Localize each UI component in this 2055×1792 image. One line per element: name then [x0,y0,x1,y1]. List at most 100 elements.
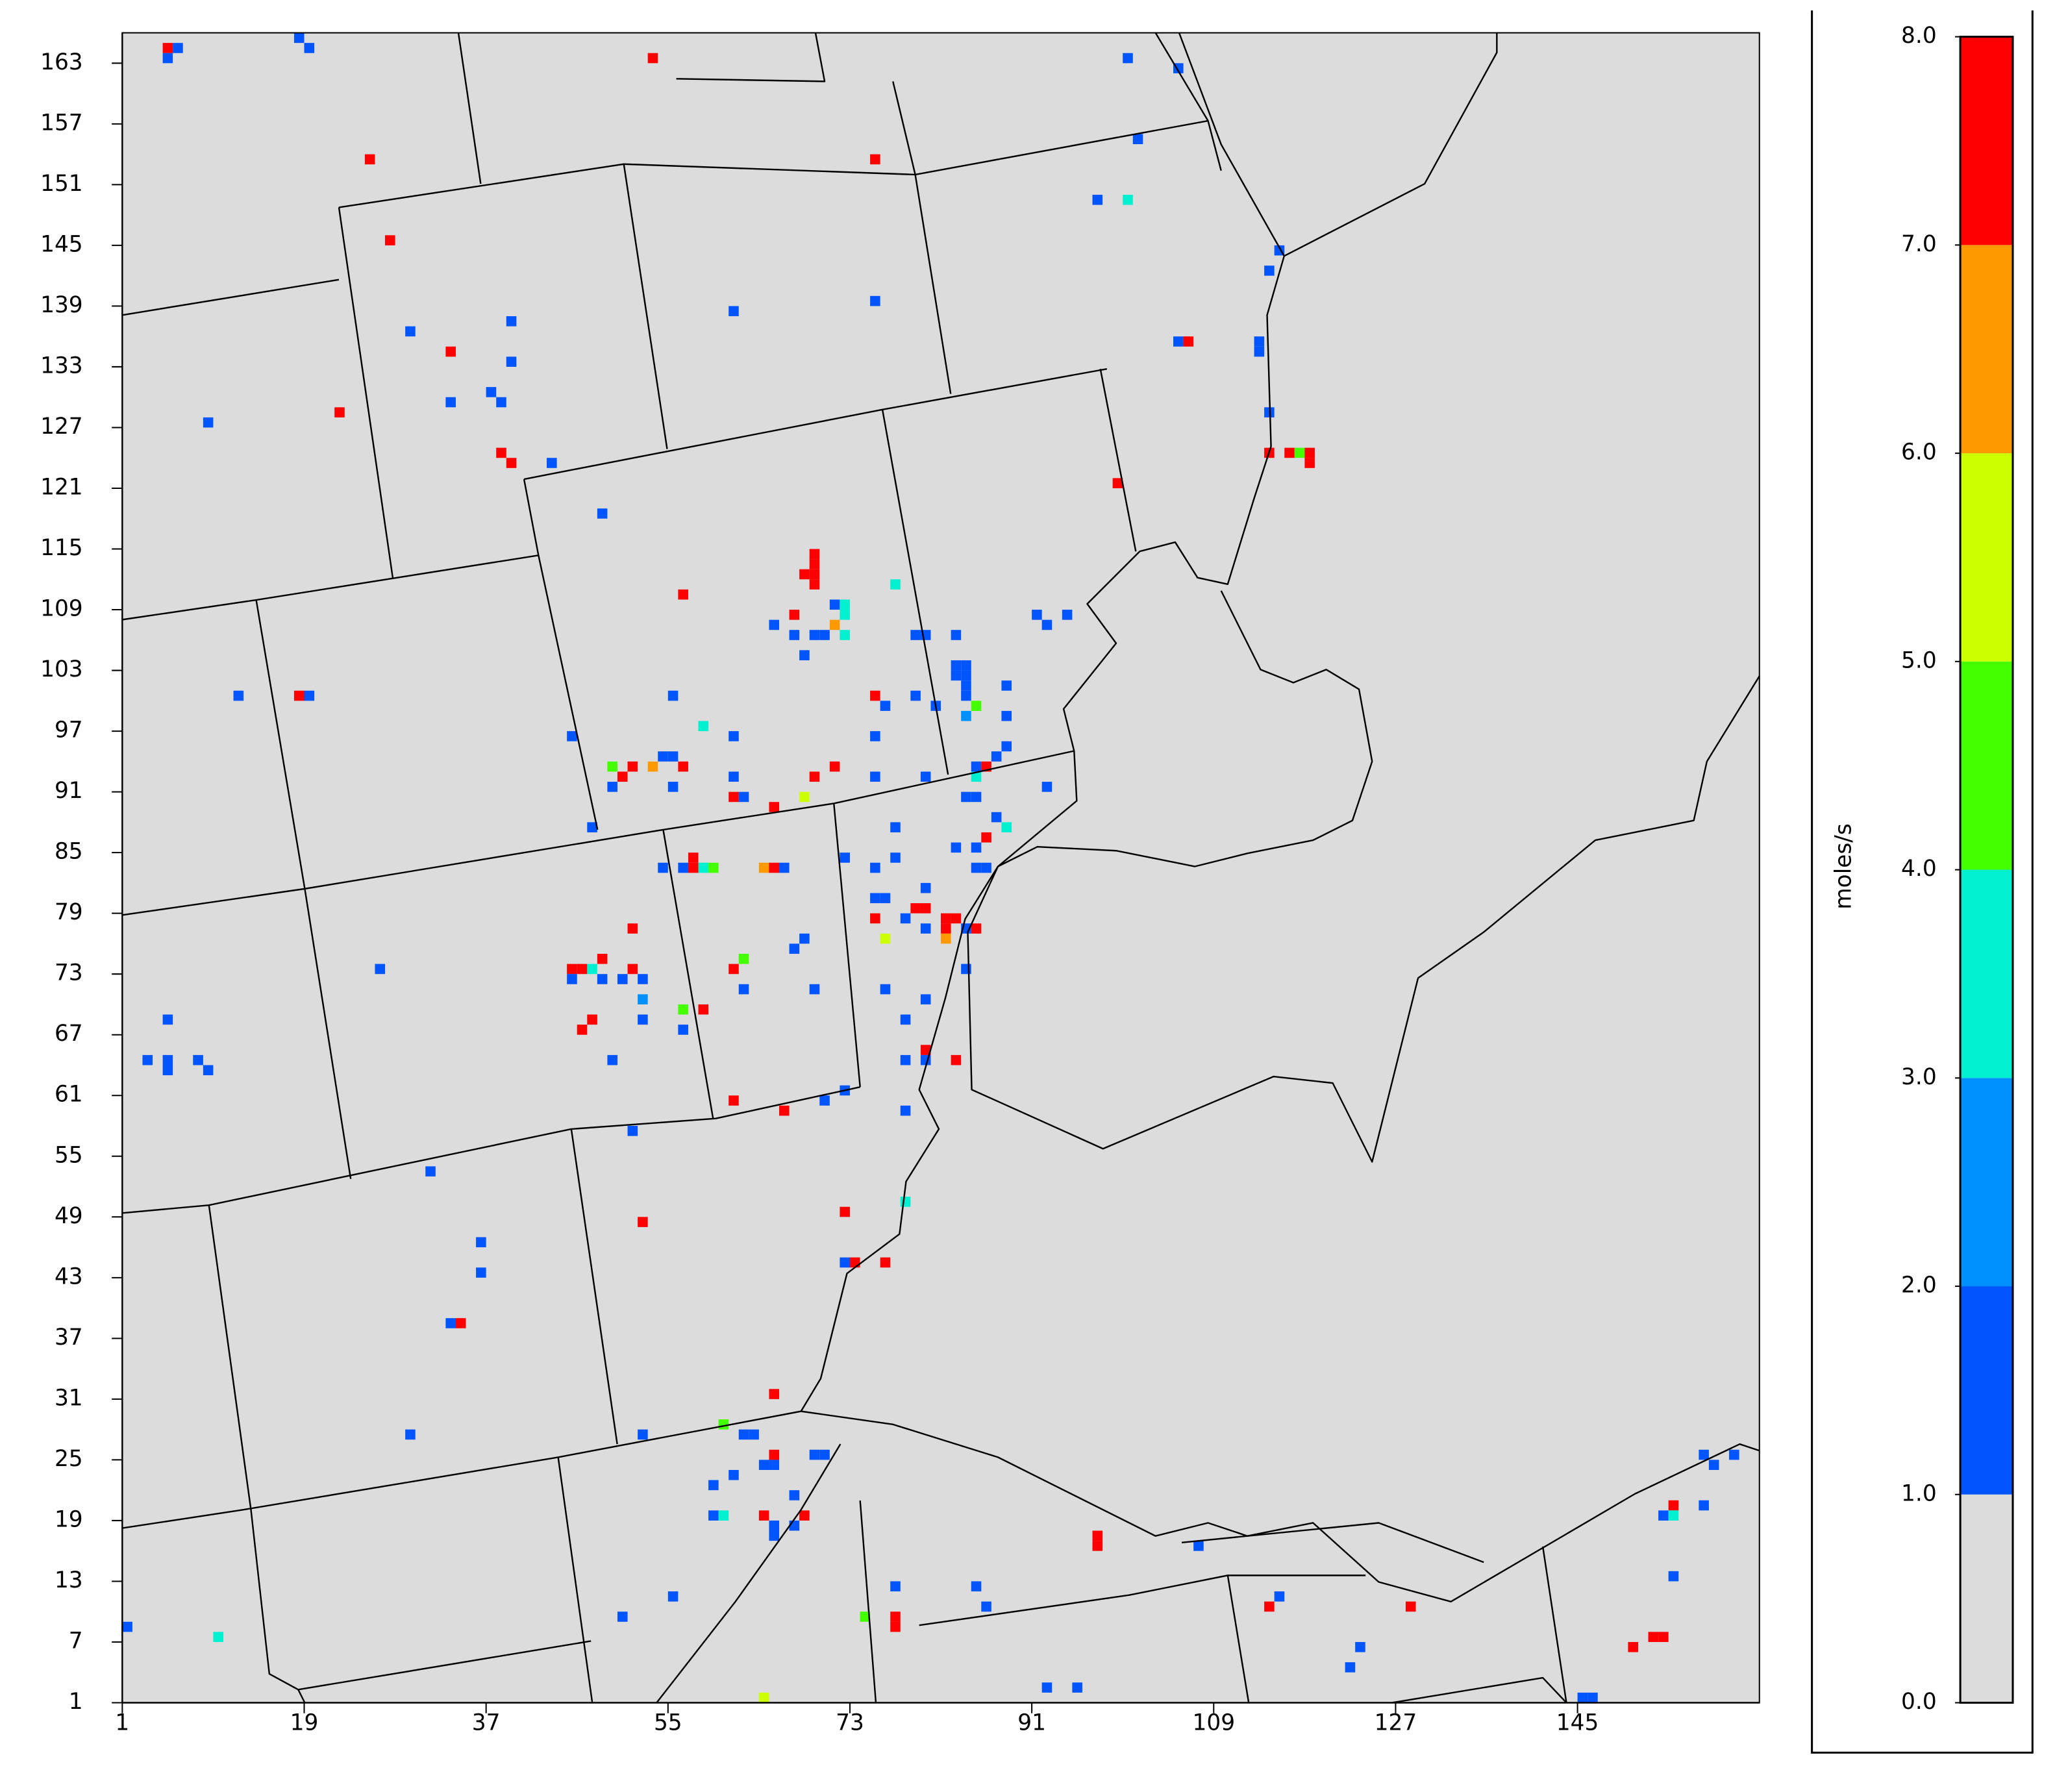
cell [769,619,780,630]
cell [203,417,214,428]
y-tick-label: 91 [55,778,83,804]
cell [729,771,739,782]
cell [880,984,891,995]
cell [638,994,648,1004]
cell [162,1065,173,1076]
cell [1668,1510,1679,1521]
y-tick-label: 49 [55,1203,83,1229]
cell [627,1126,638,1136]
cell [638,1014,648,1025]
cell [729,1095,739,1106]
cell [1628,1641,1638,1652]
cell [1699,1449,1709,1460]
cell [667,782,679,792]
cell [718,1510,729,1521]
cell [1588,1692,1598,1703]
colorbar-segment [1960,245,2013,454]
cell [900,1197,911,1207]
cell [587,1014,597,1025]
cell [607,1054,617,1065]
cell [809,984,820,995]
y-tick-label: 163 [40,49,83,75]
cell [1274,1591,1285,1602]
cell [729,964,739,975]
cell [1658,1632,1669,1642]
cell [678,1004,688,1015]
cell [405,326,416,337]
cell [1658,1510,1669,1521]
cell [577,964,588,975]
y-tick-label: 13 [55,1567,83,1593]
cell [567,731,577,741]
cell [698,1004,709,1015]
cell [971,791,982,803]
y-tick-label: 151 [40,171,83,197]
x-tick-label: 145 [1556,1710,1599,1736]
map-outlines [122,32,1760,1704]
cell [789,610,800,620]
cell [364,154,375,165]
cell [769,1460,780,1470]
cell [799,650,810,660]
x-tick-label: 91 [1017,1710,1046,1736]
cell [647,53,658,64]
x-tick-label: 127 [1375,1710,1417,1736]
cell [678,1025,688,1035]
cell [951,630,962,640]
cell [1183,336,1194,347]
cell [617,1612,628,1622]
cell [1708,1460,1719,1470]
cell [849,1257,860,1268]
cell [1132,134,1143,145]
cell [799,1510,810,1521]
y-tick-label: 97 [55,717,83,743]
cell [981,832,991,843]
cell [1062,610,1073,620]
cell [1304,447,1315,458]
cell [1345,1662,1356,1673]
cell [1264,1601,1275,1612]
cell [840,630,850,640]
cell [173,43,183,53]
cell [738,954,749,964]
cell [971,923,982,934]
y-tick-label: 79 [55,899,83,925]
cell [678,589,688,600]
cell [738,1429,749,1440]
y-tick-label: 127 [40,414,83,440]
cell [971,761,982,772]
plot-background [122,32,1760,1703]
cell [769,1449,780,1460]
cell [809,549,820,560]
cell [496,397,506,408]
colorbar-segment [1960,1078,2013,1287]
cell [638,974,648,984]
cell [799,569,810,580]
y-tick-label: 61 [55,1082,83,1108]
cell [758,1692,769,1703]
cell [375,964,386,975]
cell [951,1054,962,1065]
cell [597,954,608,964]
cell [900,1105,911,1116]
y-tick-label: 1 [69,1689,83,1715]
cell [1041,1682,1052,1693]
cell [890,1612,901,1622]
cell [1254,336,1265,347]
cell [890,852,901,863]
colorbar-tick-label: 6.0 [1901,440,1937,466]
cell [193,1054,203,1065]
cell [162,43,173,53]
cell [941,913,951,924]
cell [840,852,850,863]
y-tick-label: 121 [40,474,83,500]
cell [920,903,931,914]
cell [304,43,315,53]
cell [638,1217,648,1227]
cell [890,1621,901,1632]
y-tick-label: 19 [55,1506,83,1532]
cell [547,458,557,468]
cell [708,862,719,873]
cell [920,994,931,1004]
